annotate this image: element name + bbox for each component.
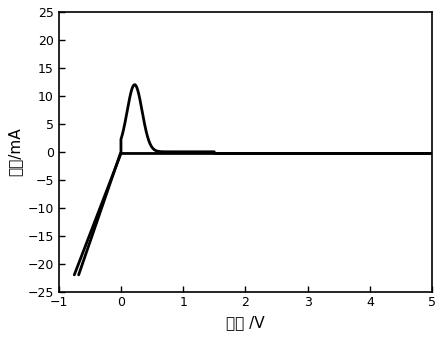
Y-axis label: 电流/mA: 电流/mA [7, 127, 22, 176]
X-axis label: 电压 /V: 电压 /V [226, 315, 265, 330]
